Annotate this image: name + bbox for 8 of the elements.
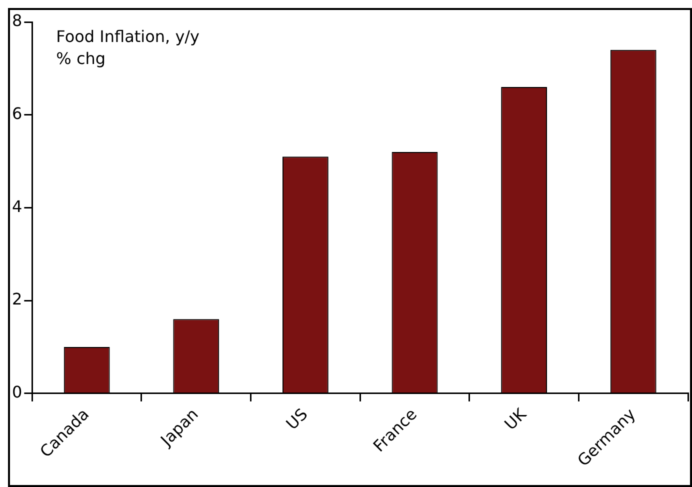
x-tick-label: US [282,404,312,434]
y-tick-label: 0 [12,382,22,402]
y-tick-label: 8 [12,11,22,30]
x-tick-label: UK [500,404,530,434]
y-tick-label: 6 [12,104,22,124]
y-tick-label: 4 [12,196,22,216]
text: Food Inflation, y/y % chg [56,27,200,68]
y-tick-label: 2 [12,290,22,309]
